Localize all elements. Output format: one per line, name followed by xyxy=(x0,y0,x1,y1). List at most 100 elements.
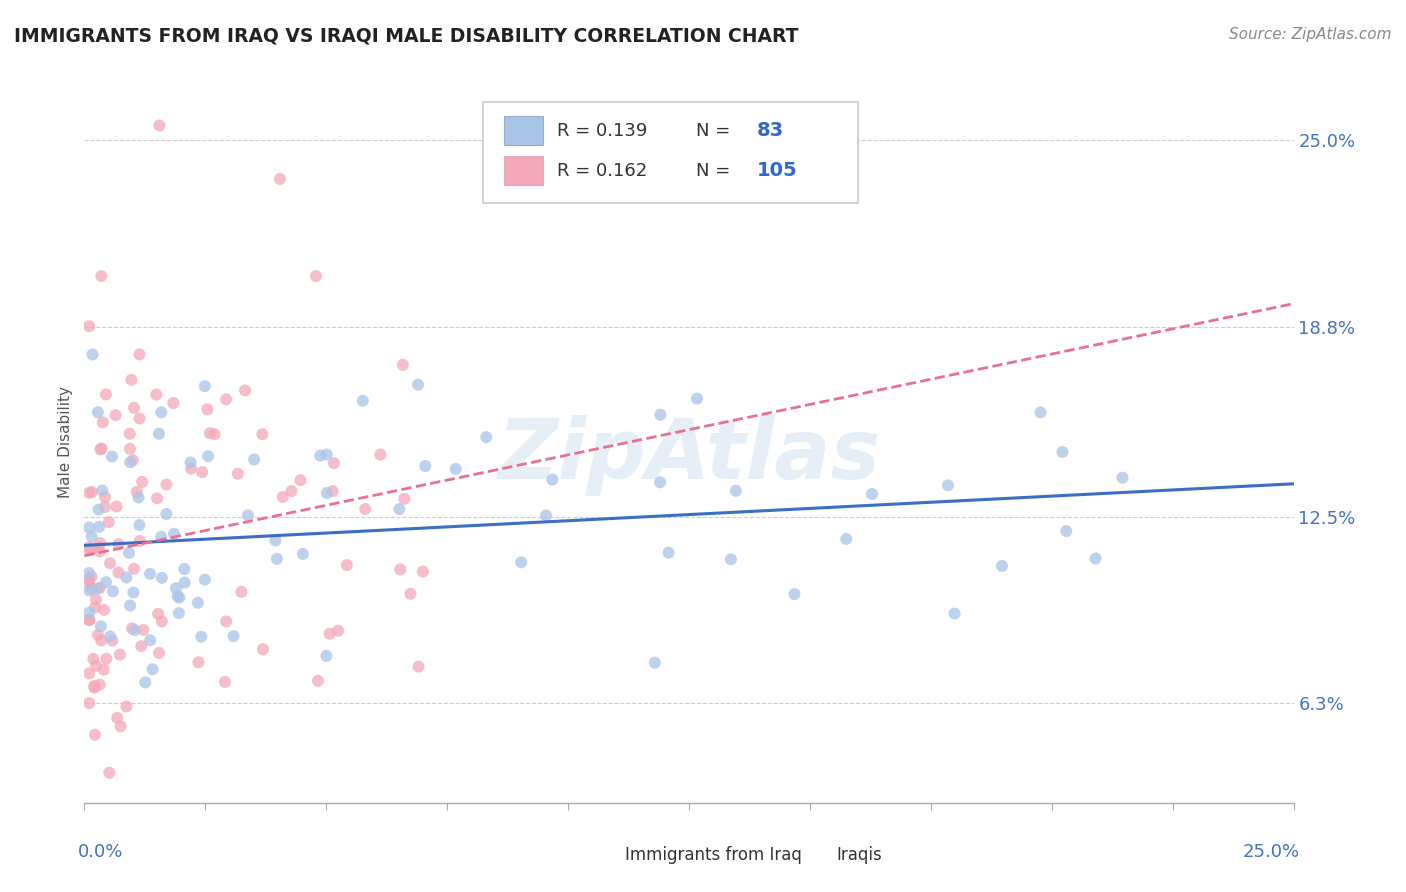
Point xyxy=(322,484,344,499)
Point xyxy=(169,591,191,605)
Point xyxy=(724,483,747,498)
Point xyxy=(315,648,337,663)
Point xyxy=(89,536,111,550)
Point xyxy=(215,615,238,629)
Point xyxy=(222,629,245,643)
Point xyxy=(80,530,103,544)
Point xyxy=(86,582,108,596)
Point xyxy=(89,544,111,558)
Point xyxy=(146,491,169,506)
Text: Source: ZipAtlas.com: Source: ZipAtlas.com xyxy=(1229,27,1392,42)
Point xyxy=(399,587,422,601)
FancyBboxPatch shape xyxy=(586,843,613,866)
Point xyxy=(91,483,114,498)
FancyBboxPatch shape xyxy=(797,843,824,866)
Point xyxy=(305,269,328,284)
Point xyxy=(214,675,236,690)
Point xyxy=(720,552,742,566)
Point xyxy=(118,546,141,560)
Point xyxy=(120,373,142,387)
Point xyxy=(125,485,148,500)
Point xyxy=(1111,471,1133,485)
Point xyxy=(150,571,173,585)
Point xyxy=(644,656,666,670)
Text: N =: N = xyxy=(696,161,737,179)
Point xyxy=(291,547,314,561)
Point xyxy=(686,392,709,406)
Point xyxy=(77,696,100,710)
Point xyxy=(139,633,162,648)
Point xyxy=(252,642,274,657)
Point xyxy=(115,570,138,584)
Point xyxy=(412,565,434,579)
Point xyxy=(860,487,883,501)
Point xyxy=(326,624,349,638)
Point xyxy=(128,518,150,533)
Point xyxy=(87,540,110,554)
Point xyxy=(309,449,332,463)
Point xyxy=(91,416,114,430)
Point xyxy=(77,583,100,598)
Point xyxy=(318,626,340,640)
Point xyxy=(336,558,359,572)
Point xyxy=(120,599,142,613)
Point xyxy=(226,467,249,481)
Point xyxy=(82,347,104,361)
Text: R = 0.162: R = 0.162 xyxy=(557,161,647,179)
Point xyxy=(148,119,170,133)
Point xyxy=(187,596,209,610)
Point xyxy=(370,448,392,462)
Point xyxy=(122,401,145,415)
Point xyxy=(194,379,217,393)
Point xyxy=(943,607,966,621)
Point xyxy=(155,477,177,491)
Point xyxy=(142,662,165,676)
Point xyxy=(94,575,117,590)
Point xyxy=(991,558,1014,573)
Point xyxy=(155,507,177,521)
Point xyxy=(162,396,184,410)
Point xyxy=(394,491,416,506)
Point xyxy=(322,456,344,470)
Point xyxy=(84,728,107,742)
Point xyxy=(132,623,155,637)
Point xyxy=(115,699,138,714)
Point xyxy=(80,542,103,557)
Point xyxy=(124,623,146,637)
Point xyxy=(354,502,377,516)
Point xyxy=(77,543,100,558)
Point xyxy=(87,628,110,642)
Point xyxy=(77,486,100,500)
Text: ZipAtlas: ZipAtlas xyxy=(498,416,880,497)
Point xyxy=(77,520,100,534)
Point xyxy=(93,603,115,617)
Point xyxy=(146,607,169,621)
Point xyxy=(80,582,103,596)
Point xyxy=(108,648,131,662)
Point xyxy=(89,678,111,692)
Point xyxy=(84,658,107,673)
Point xyxy=(280,484,302,499)
Point xyxy=(80,485,103,500)
Text: IMMIGRANTS FROM IRAQ VS IRAQI MALE DISABILITY CORRELATION CHART: IMMIGRANTS FROM IRAQ VS IRAQI MALE DISAB… xyxy=(14,27,799,45)
Point xyxy=(118,426,141,441)
Point xyxy=(266,552,288,566)
Point xyxy=(87,502,110,516)
Point xyxy=(94,500,117,514)
Point xyxy=(190,630,212,644)
Point xyxy=(187,655,209,669)
Point xyxy=(1084,551,1107,566)
Point xyxy=(150,405,173,419)
Point xyxy=(96,652,118,666)
Point xyxy=(134,675,156,690)
Point xyxy=(121,453,143,467)
Point xyxy=(83,679,105,693)
Point xyxy=(128,411,150,425)
Point xyxy=(290,473,312,487)
Point xyxy=(82,652,104,666)
Point xyxy=(271,490,294,504)
Point xyxy=(252,427,274,442)
Point xyxy=(315,448,337,462)
Point xyxy=(352,393,374,408)
Point xyxy=(77,666,100,681)
